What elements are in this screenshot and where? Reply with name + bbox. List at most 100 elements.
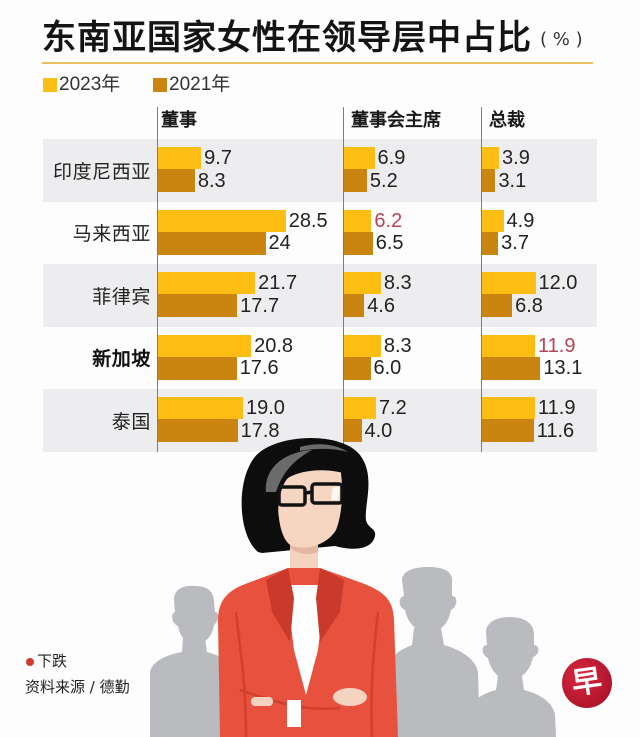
axis-line-chair [343,107,344,452]
bar-2023 [157,334,252,357]
table-row: 马来西亚 28.5 24 6.2 6.5 4.9 3.7 [43,202,597,265]
jacket-lapel-left [266,568,294,642]
bar-line-2023: 4.9 [481,209,534,232]
ceo-cell: 12.0 6.8 [481,272,578,317]
bar-2023 [157,272,256,294]
bar-2021 [157,294,238,317]
bar-2021 [343,356,371,380]
chair-cell: 6.9 5.2 [343,147,406,192]
country-label: 泰国 [111,410,151,433]
bar-2023 [481,272,536,294]
bar-line-2023: 12.0 [481,272,578,294]
chair-cell: 8.3 4.6 [343,272,412,317]
bar-2021 [343,294,365,317]
bar-2021 [481,169,496,192]
bar-line-2023: 8.3 [343,334,412,357]
value-label-2023: 9.7 [204,147,232,169]
value-label-2023: 6.9 [377,147,406,169]
bar-line-2021: 5.2 [343,169,406,192]
value-label-2021: 4.6 [367,294,395,317]
bar-line-2023: 11.9 [481,334,583,357]
bar-2023 [157,147,202,169]
column-header-chair: 董事会主席 [351,110,441,131]
jacket-lapel-right [316,568,344,642]
businesswoman [218,438,398,737]
bar-2021 [481,231,499,255]
bar-2023 [343,334,381,357]
value-label-2021: 11.6 [536,419,575,442]
value-label-2023: 11.9 [538,334,576,357]
value-label-2021: 5.2 [369,169,398,192]
bar-2021 [481,419,534,442]
bar-line-2023: 21.7 [157,272,297,294]
bar-2023 [157,397,243,419]
value-label-2021: 13.1 [543,357,583,379]
bar-line-2023: 3.9 [481,147,530,169]
bar-line-2021: 17.7 [157,294,298,317]
bar-2021 [343,419,362,442]
glasses-glint [331,487,340,500]
hair-icon [241,438,376,553]
chart-title: 东南亚国家女性在领导层中占比 ( % ) [42,17,583,65]
country-label: 印度尼西亚 [52,160,151,183]
bar-line-2021: 13.1 [481,356,583,380]
value-label-2023: 12.0 [538,272,578,294]
neck-shadow [290,540,318,555]
hair-fringe [251,451,352,528]
bar-line-2021: 8.3 [157,169,232,192]
value-label-2023: 19.0 [246,397,285,419]
bar-2023 [481,397,536,419]
bar-2021 [343,169,367,192]
bar-line-2021: 3.7 [481,231,535,255]
bar-2023 [481,147,500,169]
glasses-icon [277,482,344,507]
director-cell: 28.5 24 [157,209,328,255]
bar-line-2023: 20.8 [157,334,294,357]
table-row: 印度尼西亚 9.7 8.3 6.9 5.2 3.9 3.1 [43,139,597,202]
value-label-2023: 11.9 [538,397,576,419]
white-shirt [286,585,326,695]
bar-line-2023: 6.2 [343,209,404,232]
column-header-director: 董事 [161,110,197,131]
value-label-2023: 20.8 [254,334,294,357]
bar-2021 [157,419,238,442]
bar-line-2021: 6.0 [343,356,412,380]
chair-cell: 8.3 6.0 [343,334,412,380]
legend-swatch-2023 [43,78,57,92]
chair-cell: 6.2 6.5 [343,209,404,255]
title-underline [42,62,593,64]
country-label: 新加坡 [92,348,151,371]
chart-title-text: 东南亚国家女性在领导层中占比 [42,18,532,58]
value-label-2023: 6.2 [374,209,403,232]
table-row: 泰国 19.0 17.8 7.2 4.0 11.9 11.6 [43,389,597,452]
bar-2021 [343,231,373,255]
bar-line-2021: 4.6 [343,294,412,317]
bar-line-2021: 6.8 [481,294,578,317]
hand-right [333,688,367,706]
bar-2023 [481,334,536,357]
bar-line-2021: 6.5 [343,231,404,255]
ceo-cell: 3.9 3.1 [481,147,530,192]
unit-label: ( % ) [540,29,583,50]
bar-2023 [481,209,504,232]
zaobao-logo-icon: 早 [558,654,616,712]
table-row: 新加坡 20.8 17.6 8.3 6.0 11.9 13.1 [43,327,597,390]
value-label-2023: 8.3 [383,272,412,294]
source-note: 资料来源 / 德勤 [25,678,130,696]
decline-marker-icon [26,658,34,666]
bar-line-2023: 9.7 [157,147,232,169]
value-label-2021: 24 [268,232,291,254]
bar-2023 [157,209,286,232]
value-label-2021: 6.8 [515,294,543,317]
axis-line-director [157,107,158,452]
bar-line-2021: 3.1 [481,169,530,192]
value-label-2023: 7.2 [378,397,407,419]
value-label-2021: 6.0 [373,357,402,379]
value-label-2023: 28.5 [288,209,328,232]
jacket-fold-lines [234,611,380,737]
face [277,462,343,548]
director-cell: 21.7 17.7 [157,272,298,317]
legend-item-2023: 2023年 [43,75,120,95]
bar-2021 [157,169,195,192]
director-cell: 20.8 17.6 [157,334,294,380]
